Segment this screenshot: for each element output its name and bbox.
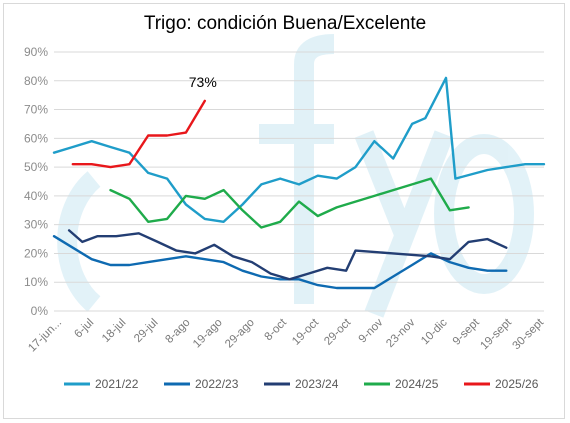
y-tick-label: 10% <box>24 275 48 289</box>
y-tick-label: 40% <box>24 189 48 203</box>
x-tick-label: 23-nov <box>384 316 418 350</box>
x-tick-label: 19-ago <box>191 317 225 351</box>
y-tick-label: 60% <box>24 131 48 145</box>
line-chart: Trigo: condición Buena/Excelente 0% 10% 20… <box>24 13 547 391</box>
x-tick-label: 19-sept <box>478 316 514 352</box>
grid <box>54 51 544 312</box>
series-layer <box>52 76 546 290</box>
x-tick-label: 18-jul <box>100 317 128 345</box>
legend-label: 2025/26 <box>495 377 539 391</box>
x-tick-label: 9-nov <box>357 316 386 345</box>
x-tick-label: 19-oct <box>290 316 322 348</box>
x-tick-label: 9-sept <box>451 316 483 348</box>
x-tick-label: 17-jun... <box>26 317 64 355</box>
series-line-2024-25 <box>109 177 470 229</box>
y-tick-label: 20% <box>24 246 48 260</box>
chart-title: Trigo: condición Buena/Excelente <box>144 13 426 34</box>
y-tick-label: 0% <box>31 304 49 318</box>
series-line-2021-22 <box>52 76 546 224</box>
annotation-label: 73% <box>189 74 217 90</box>
x-tick-label: 29-ago <box>223 317 257 351</box>
series-line-2025-26 <box>71 99 207 169</box>
legend-label: 2024/25 <box>395 377 439 391</box>
chart-frame: Trigo: condición Buena/Excelente 0% 10% 20… <box>3 3 565 419</box>
series-line-2023-24 <box>67 229 508 281</box>
y-tick-label: 80% <box>24 74 48 88</box>
y-tick-label: 30% <box>24 218 48 232</box>
series-line-2022-23 <box>52 234 508 290</box>
y-axis-ticks: 0% 10% 20% 30% 40% 50% 60% 70% 80% 90% <box>24 45 48 318</box>
legend: 2021/22 2022/23 2023/24 2024/25 2025/26 <box>64 377 539 391</box>
legend-label: 2021/22 <box>95 377 139 391</box>
x-tick-label: 10-dic <box>419 316 450 347</box>
legend-label: 2023/24 <box>295 377 339 391</box>
y-tick-label: 70% <box>24 103 48 117</box>
y-tick-label: 90% <box>24 45 48 59</box>
x-tick-label: 29-jul <box>132 317 160 345</box>
x-tick-label: 8-oct <box>262 316 289 343</box>
x-axis-ticks: 17-jun... 6-jul 18-jul 29-jul 8-ago19-ago29-… <box>26 316 546 354</box>
watermark-logo <box>57 34 534 318</box>
x-tick-label: 6-jul <box>72 317 96 341</box>
legend-label: 2022/23 <box>195 377 239 391</box>
y-tick-label: 50% <box>24 160 48 174</box>
x-tick-label: 8-ago <box>163 317 192 346</box>
x-tick-label: 29-oct <box>322 316 354 348</box>
x-tick-label: 30-sept <box>511 316 547 352</box>
